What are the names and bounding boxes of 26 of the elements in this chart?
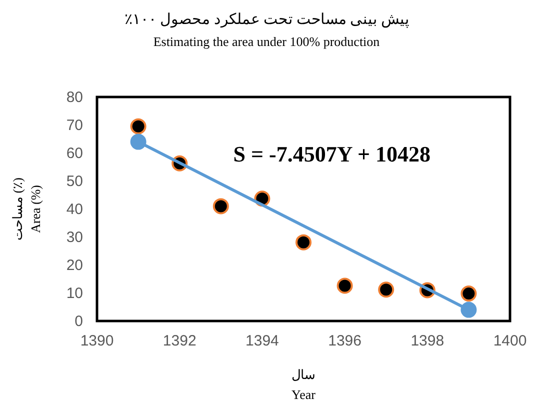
y-tick-label: 30 [66,228,83,246]
x-tick-label: 1392 [162,332,196,350]
chart-subtitle: Estimating the area under 100% production [153,34,380,49]
y-tick-label: 70 [66,116,83,134]
x-tick-label: 1400 [493,332,527,350]
chart-title: پیش بینی مساحت تحت عملکرد محصول ۱۰۰٪ [124,12,409,28]
y-tick-label: 10 [66,284,83,302]
x-tick-label: 1398 [410,332,444,350]
point [130,134,146,150]
y-tick-label: 20 [66,256,83,274]
point [460,302,477,318]
y-tick-label: 0 [74,312,83,330]
y-tick-label: 80 [66,88,83,106]
y-tick-label: 50 [66,172,83,190]
point [130,118,146,134]
y-tick-label: 40 [66,200,83,218]
point [296,234,312,250]
point [378,282,394,298]
annotation: S = -7.4507Y + 10428 [233,141,431,166]
x-tick-label: 1390 [80,332,114,350]
y-tick-label: 60 [66,144,83,162]
point [336,278,353,294]
x-tick-label: 1396 [328,332,362,350]
x-tick-label: 1394 [246,332,279,350]
point [212,198,229,214]
point [460,286,477,302]
